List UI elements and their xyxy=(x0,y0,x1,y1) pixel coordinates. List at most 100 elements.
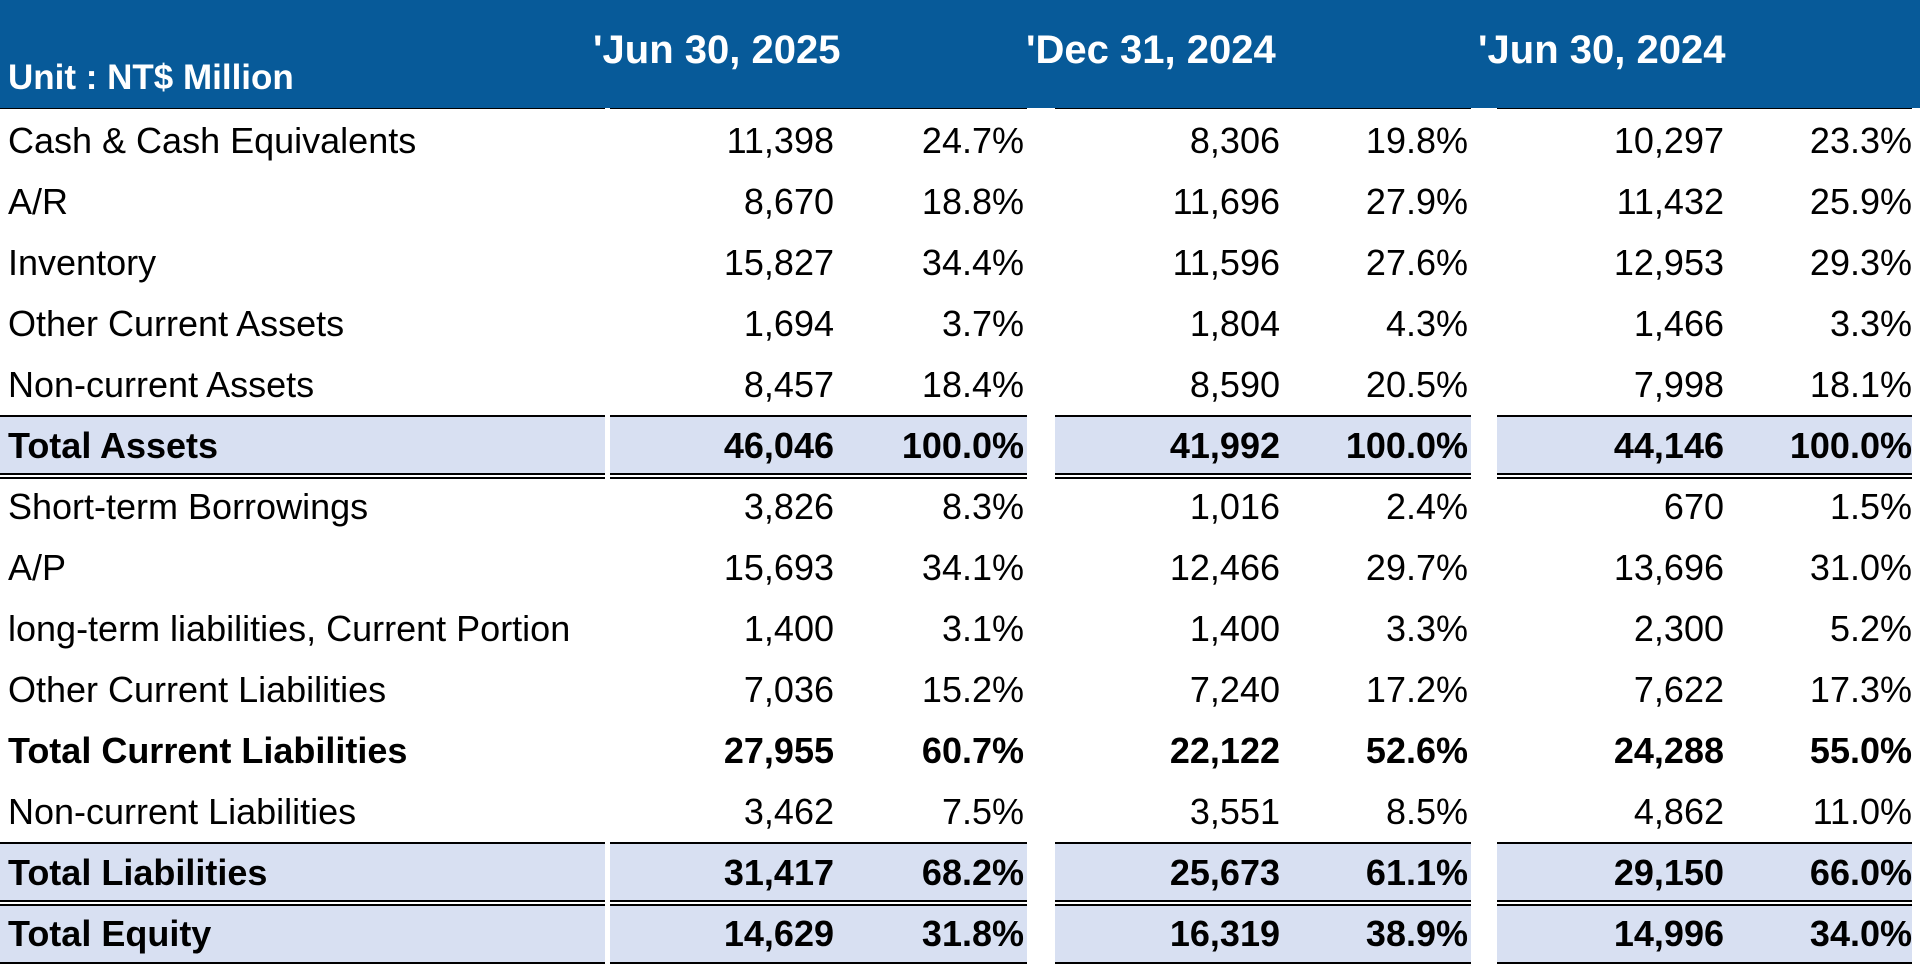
total-row-band xyxy=(0,843,605,901)
row-divider xyxy=(1055,415,1471,417)
row-divider xyxy=(610,473,1027,475)
percent-cell: 38.9% xyxy=(1365,913,1468,954)
table-row: Other Current Assets 1,694 3.7% 1,804 4.3% 1,… xyxy=(0,293,1920,354)
amount-cell: 11,398 xyxy=(726,120,834,161)
amount-cell: 12,953 xyxy=(1613,242,1724,283)
amount-cell: 8,457 xyxy=(743,364,834,405)
percent-cell: 60.7% xyxy=(921,730,1024,771)
row-divider xyxy=(1497,900,1912,902)
amount-cell: 1,694 xyxy=(743,303,834,344)
amount-cell: 15,693 xyxy=(723,547,834,588)
table-row: Total Current Liabilities 27,955 60.7% 22,1… xyxy=(0,720,1920,781)
percent-cell: 55.0% xyxy=(1809,730,1912,771)
amount-cell: 13,696 xyxy=(1613,547,1724,588)
amount-cell: 1,804 xyxy=(1189,303,1280,344)
row-label: Other Current Assets xyxy=(8,303,345,344)
percent-cell: 3.1% xyxy=(941,608,1024,649)
percent-cell: 24.7% xyxy=(921,120,1024,161)
amount-cell: 11,696 xyxy=(1172,181,1280,222)
percent-cell: 11.0% xyxy=(1812,791,1912,832)
table-row: Non-current Assets 8,457 18.4% 8,590 20.5% 7,… xyxy=(0,354,1920,415)
amount-cell: 7,998 xyxy=(1633,364,1724,405)
amount-cell: 14,629 xyxy=(723,913,834,954)
percent-cell: 4.3% xyxy=(1385,303,1468,344)
amount-cell: 10,297 xyxy=(1613,120,1724,161)
amount-cell: 31,417 xyxy=(723,852,834,893)
row-label: Total Current Liabilities xyxy=(8,730,408,771)
amount-cell: 8,590 xyxy=(1189,364,1280,405)
percent-cell: 31.0% xyxy=(1809,547,1912,588)
percent-cell: 66.0% xyxy=(1809,852,1912,893)
amount-cell: 1,400 xyxy=(743,608,834,649)
percent-cell: 18.4% xyxy=(921,364,1024,405)
percent-cell: 15.2% xyxy=(921,669,1024,710)
row-label: Other Current Liabilities xyxy=(8,669,387,710)
amount-cell: 24,288 xyxy=(1613,730,1724,771)
row-divider xyxy=(610,842,1027,844)
row-divider xyxy=(610,477,1027,479)
row-divider xyxy=(1497,415,1912,417)
row-divider xyxy=(0,900,605,902)
row-label: long-term liabilities, Current Portion xyxy=(8,608,571,649)
amount-cell: 25,673 xyxy=(1169,852,1280,893)
amount-cell: 12,466 xyxy=(1169,547,1280,588)
total-row-band xyxy=(1055,904,1471,962)
percent-cell: 68.2% xyxy=(921,852,1024,893)
row-divider xyxy=(1055,477,1471,479)
row-divider xyxy=(1055,473,1471,475)
amount-cell: 3,462 xyxy=(743,791,834,832)
percent-cell: 1.5% xyxy=(1829,486,1912,527)
amount-cell: 29,150 xyxy=(1613,852,1724,893)
row-divider xyxy=(0,415,605,417)
row-divider xyxy=(0,842,605,844)
period-header-jun-2024: 'Jun 30, 2024 xyxy=(1478,28,1726,72)
table-row: Total Assets 46,046 100.0% 41,992 100.0% 44,1… xyxy=(0,415,1920,476)
amount-cell: 11,432 xyxy=(1616,181,1724,222)
percent-cell: 19.8% xyxy=(1365,120,1468,161)
row-label: A/P xyxy=(8,547,67,588)
row-label: Short-term Borrowings xyxy=(8,486,369,527)
amount-cell: 15,827 xyxy=(723,242,834,283)
percent-cell: 25.9% xyxy=(1809,181,1912,222)
total-row-band xyxy=(0,904,605,962)
percent-cell: 18.8% xyxy=(921,181,1024,222)
amount-cell: 22,122 xyxy=(1169,730,1280,771)
amount-cell: 44,146 xyxy=(1613,425,1724,466)
amount-cell: 8,670 xyxy=(743,181,834,222)
row-divider xyxy=(610,900,1027,902)
total-row-band xyxy=(1497,843,1912,901)
row-divider xyxy=(0,904,605,906)
row-divider xyxy=(0,477,605,479)
percent-cell: 100.0% xyxy=(901,425,1024,466)
percent-cell: 7.5% xyxy=(941,791,1024,832)
row-divider xyxy=(610,415,1027,417)
table-row: long-term liabilities, Current Portion 1,… xyxy=(0,598,1920,659)
percent-cell: 27.6% xyxy=(1365,242,1468,283)
percent-cell: 61.1% xyxy=(1365,852,1468,893)
row-divider xyxy=(1497,904,1912,906)
amount-cell: 670 xyxy=(1663,486,1724,527)
table-row: Total Liabilities 31,417 68.2% 25,673 61.1% 2… xyxy=(0,842,1920,903)
amount-cell: 1,400 xyxy=(1189,608,1280,649)
total-row-band xyxy=(610,416,1027,474)
row-divider xyxy=(1055,842,1471,844)
row-divider xyxy=(1497,842,1912,844)
percent-cell: 34.1% xyxy=(921,547,1024,588)
percent-cell: 8.3% xyxy=(941,486,1024,527)
percent-cell: 31.8% xyxy=(921,913,1024,954)
total-row-band xyxy=(1497,904,1912,962)
amount-cell: 41,992 xyxy=(1169,425,1280,466)
percent-cell: 3.3% xyxy=(1829,303,1912,344)
percent-cell: 100.0% xyxy=(1789,425,1912,466)
total-row-band xyxy=(1497,416,1912,474)
table-row: Non-current Liabilities 3,462 7.5% 3,551 8.5… xyxy=(0,781,1920,842)
row-label: Total Liabilities xyxy=(8,852,268,893)
percent-cell: 3.7% xyxy=(941,303,1024,344)
amount-cell: 1,016 xyxy=(1189,486,1280,527)
percent-cell: 2.4% xyxy=(1385,486,1468,527)
row-label: A/R xyxy=(8,181,69,222)
period-header-dec-2024: 'Dec 31, 2024 xyxy=(1026,28,1276,72)
amount-cell: 7,622 xyxy=(1633,669,1724,710)
amount-cell: 16,319 xyxy=(1169,913,1280,954)
row-divider xyxy=(1055,900,1471,902)
